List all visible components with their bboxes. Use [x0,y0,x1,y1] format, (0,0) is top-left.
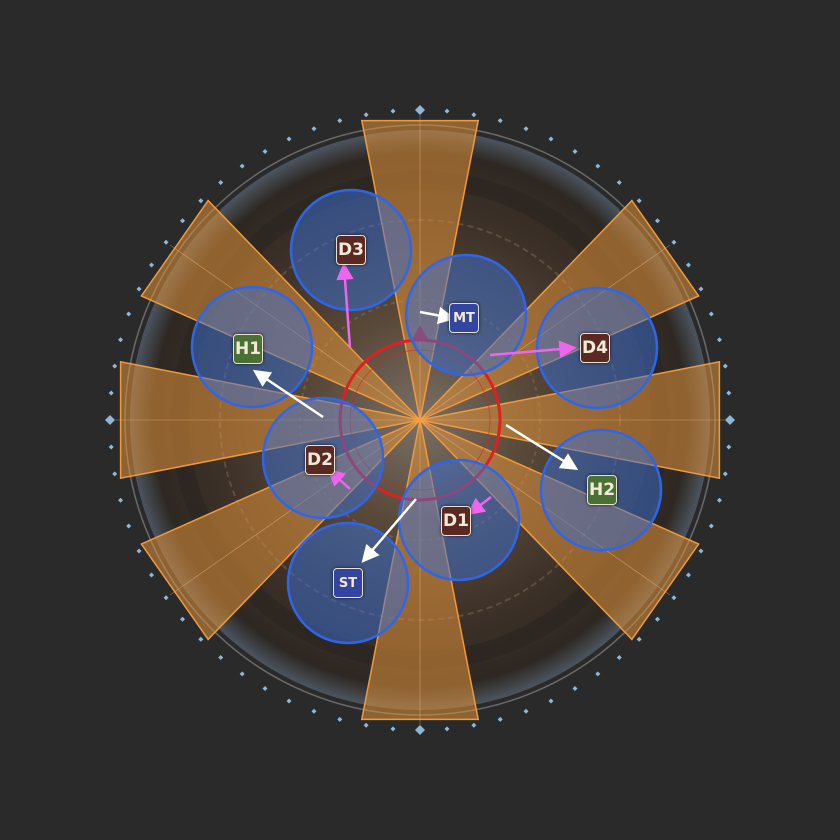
player-aoe-layer [190,188,663,645]
edge-dot [685,262,691,268]
player-marker-h1[interactable]: H1 [233,334,263,364]
edge-dot [108,390,114,396]
edge-dot [726,444,732,450]
edge-dot [636,636,642,642]
player-marker-d2[interactable]: D2 [305,445,335,475]
edge-dot [198,636,204,642]
edge-dot [218,654,224,660]
edge-dot [671,595,677,601]
edge-dot [136,548,142,554]
edge-dot [286,136,292,142]
player-marker-d3[interactable]: D3 [336,235,366,265]
edge-dot [180,218,186,224]
edge-dot [722,363,728,369]
edge-dot [616,180,622,186]
edge-dot [180,616,186,622]
edge-dot [311,708,317,714]
move-arrow-d1 [467,496,492,516]
edge-dot [636,198,642,204]
move-arrow-d3 [336,262,354,349]
edge-dot [118,337,124,343]
edge-dot [497,716,503,722]
edge-dot [716,337,722,343]
edge-dot [337,716,343,722]
edge-dot [444,726,450,732]
move-arrow-st [361,498,417,563]
edge-dot [595,671,601,677]
edge-dot [716,497,722,503]
edge-dot [523,708,529,714]
edge-dot [337,118,343,124]
edge-dot [572,149,578,155]
edge-dot [497,118,503,124]
player-marker-st[interactable]: ST [333,568,363,598]
edge-dot [286,698,292,704]
move-arrow-h1 [252,369,324,419]
move-arrow-d4 [489,340,577,358]
edge-dot [671,239,677,245]
edge-dot [654,616,660,622]
edge-dot [108,444,114,450]
move-arrow-h2 [505,423,579,470]
edge-dot [149,572,155,578]
edge-dot [149,262,155,268]
edge-dot [118,497,124,503]
edge-dot [572,685,578,691]
edge-dot [722,471,728,477]
edge-dot [725,415,735,425]
player-marker-d1[interactable]: D1 [441,506,471,536]
edge-dot [262,685,268,691]
edge-dot [698,286,704,292]
edge-dot [444,108,450,114]
edge-dot [415,105,425,115]
edge-dot [698,548,704,554]
edge-dot [126,311,132,317]
edge-dot [390,726,396,732]
edge-dot [218,180,224,186]
edge-dot [390,108,396,114]
edge-dot [548,136,554,142]
edge-dot [239,671,245,677]
player-marker-h2[interactable]: H2 [587,475,617,505]
cone-aoe-layer [115,115,725,725]
edge-dot [685,572,691,578]
edge-dot [523,126,529,132]
edge-dot [415,725,425,735]
edge-dot [311,126,317,132]
edge-dot [105,415,115,425]
edge-dot [471,112,477,118]
edge-dot [112,363,118,369]
edge-markers [105,105,735,735]
edge-dot [198,198,204,204]
edge-dot [471,722,477,728]
edge-dot [136,286,142,292]
edge-dot [654,218,660,224]
edge-dot [363,722,369,728]
edge-dot [239,163,245,169]
edge-dot [163,239,169,245]
edge-dot [112,471,118,477]
edge-dot [126,523,132,529]
movement-arrow-layer [252,262,579,563]
edge-dot [163,595,169,601]
edge-dot [363,112,369,118]
edge-dot [616,654,622,660]
edge-dot [708,523,714,529]
edge-dot [548,698,554,704]
edge-dot [726,390,732,396]
edge-dot [708,311,714,317]
edge-dot [595,163,601,169]
move-arrow-mt [419,306,456,325]
player-marker-mt[interactable]: MT [449,303,479,333]
player-marker-d4[interactable]: D4 [580,333,610,363]
edge-dot [262,149,268,155]
